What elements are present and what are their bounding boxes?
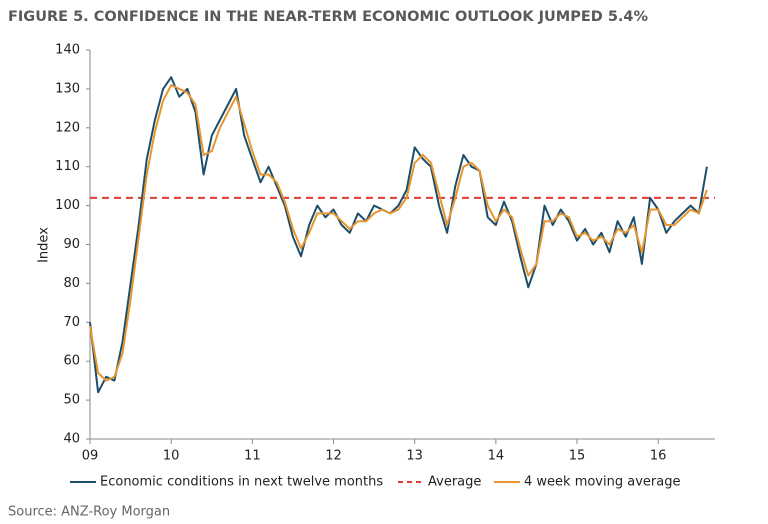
y-tick-label: 70: [63, 315, 80, 330]
x-tick-label: 11: [244, 449, 261, 464]
y-tick-label: 60: [63, 354, 80, 369]
chart-title: FIGURE 5. CONFIDENCE IN THE NEAR-TERM EC…: [8, 9, 649, 25]
y-tick-label: 50: [63, 393, 80, 408]
x-tick-label: 14: [488, 449, 505, 464]
y-tick-label: 80: [63, 276, 80, 291]
legend-label: Average: [428, 475, 481, 490]
series-line: [89, 84, 708, 382]
y-tick-label: 120: [55, 120, 80, 135]
y-tick-label: 130: [55, 81, 80, 96]
legend-label: 4 week moving average: [524, 475, 680, 490]
legend-label: Economic conditions in next twelve month…: [100, 475, 383, 490]
y-tick-label: 140: [55, 43, 80, 58]
y-tick-label: 110: [55, 159, 80, 174]
x-tick-label: 13: [406, 449, 423, 464]
y-axis-label: Index: [37, 227, 52, 263]
x-tick-label: 09: [82, 449, 99, 464]
y-tick-label: 100: [55, 198, 80, 213]
x-tick-label: 15: [569, 449, 586, 464]
x-tick-label: 16: [650, 449, 667, 464]
y-tick-label: 40: [63, 432, 80, 447]
source: Source: ANZ-Roy Morgan: [8, 505, 170, 520]
x-tick-label: 10: [163, 449, 180, 464]
x-tick-label: 12: [325, 449, 342, 464]
y-tick-label: 90: [63, 237, 80, 252]
